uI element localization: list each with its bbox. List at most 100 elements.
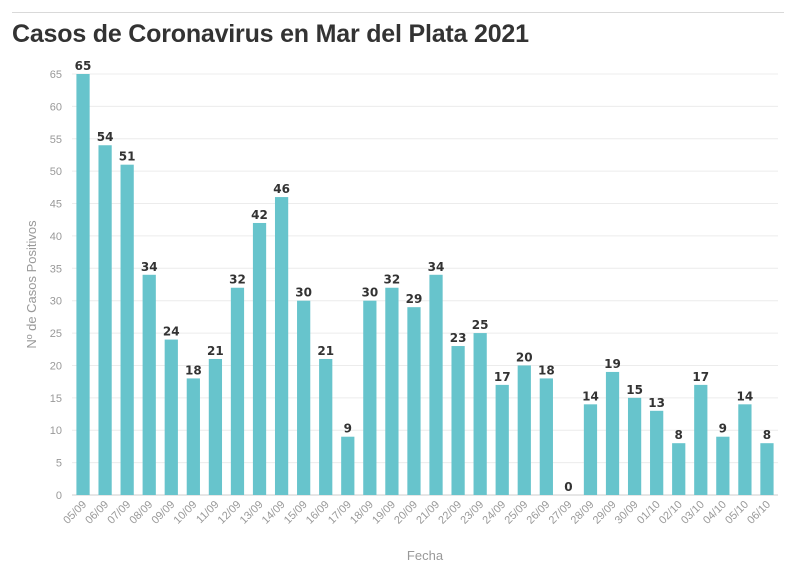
x-tick-label: 15/09	[282, 499, 310, 527]
bar-value-label: 46	[273, 182, 290, 196]
bar	[252, 222, 267, 495]
bar	[605, 371, 620, 495]
y-tick-label: 45	[50, 199, 62, 211]
x-tick-label: 26/09	[525, 499, 553, 527]
x-tick-label: 24/09	[480, 499, 508, 527]
x-tick-label: 21/09	[414, 499, 442, 527]
bar	[694, 384, 708, 495]
bar	[716, 436, 730, 495]
y-tick-label: 60	[50, 101, 62, 113]
bar-value-label: 15	[626, 383, 643, 397]
x-tick-label: 22/09	[436, 499, 464, 527]
bar-value-label: 34	[428, 260, 445, 274]
bar	[407, 307, 421, 495]
chart-title: Casos de Coronavirus en Mar del Plata 20…	[12, 20, 529, 48]
x-tick-label: 05/10	[723, 499, 751, 527]
x-tick-label: 10/09	[172, 499, 200, 527]
y-tick-label: 65	[50, 69, 62, 81]
top-divider	[12, 12, 784, 13]
bar	[98, 145, 112, 495]
bar-value-label: 8	[763, 428, 771, 442]
bar-value-label: 23	[450, 331, 467, 345]
x-tick-label: 28/09	[569, 499, 597, 527]
bar	[341, 436, 355, 495]
bar-value-label: 30	[295, 286, 312, 300]
bar	[120, 164, 134, 495]
x-tick-label: 05/09	[61, 499, 89, 527]
bar-value-label: 20	[516, 350, 533, 364]
x-tick-label: 03/10	[679, 499, 707, 527]
bar-value-label: 13	[648, 396, 665, 410]
x-tick-label: 18/09	[348, 499, 376, 527]
bar	[186, 378, 200, 495]
bar	[363, 300, 377, 495]
bar	[297, 300, 311, 495]
x-tick-label: 11/09	[194, 499, 221, 526]
y-axis-title: Nº de Casos Positivos	[24, 220, 39, 349]
bar	[429, 274, 443, 495]
x-tick-label: 29/09	[591, 499, 619, 527]
bar	[583, 404, 598, 495]
bar-value-label: 0	[564, 480, 572, 494]
y-tick-label: 0	[56, 490, 62, 502]
bar-value-label: 34	[141, 260, 158, 274]
x-axis-title: Fecha	[407, 548, 444, 563]
bar	[319, 358, 333, 495]
x-tick-label: 25/09	[502, 499, 530, 527]
bar	[672, 443, 686, 495]
x-tick-label: 12/09	[216, 499, 244, 527]
bar-value-label: 24	[163, 325, 180, 339]
bar-value-label: 25	[472, 318, 489, 332]
bar-value-label: 21	[207, 344, 224, 358]
x-tick-label: 19/09	[370, 499, 398, 527]
y-tick-label: 20	[50, 360, 62, 372]
y-tick-label: 50	[50, 166, 62, 178]
bar	[451, 346, 465, 495]
bar	[274, 197, 289, 496]
bar-value-label: 9	[719, 422, 727, 436]
bar	[738, 404, 752, 495]
bar-value-label: 65	[75, 59, 92, 73]
bar	[650, 410, 664, 495]
bar-value-label: 8	[675, 428, 683, 442]
x-tick-label: 02/10	[657, 499, 685, 527]
x-tick-label: 06/09	[83, 499, 111, 527]
x-tick-label: 23/09	[458, 499, 486, 527]
x-tick-label: 27/09	[547, 499, 575, 527]
y-tick-label: 10	[50, 425, 62, 437]
bar-value-label: 14	[737, 389, 754, 403]
y-tick-label: 25	[50, 328, 62, 340]
bar-value-label: 19	[604, 357, 621, 371]
bar-value-label: 32	[384, 273, 401, 287]
bar	[517, 365, 531, 495]
x-tick-label: 06/10	[745, 499, 773, 527]
x-tick-label: 07/09	[105, 499, 133, 527]
bar-value-label: 18	[185, 363, 202, 377]
bar-value-label: 21	[317, 344, 334, 358]
bar	[76, 74, 90, 495]
x-tick-label: 09/09	[149, 499, 177, 527]
x-tick-label: 01/10	[635, 499, 663, 527]
bar-value-label: 30	[361, 286, 378, 300]
bar	[495, 384, 509, 495]
bar-value-label: 9	[344, 422, 352, 436]
x-tick-label: 04/10	[701, 499, 729, 527]
y-tick-label: 5	[56, 458, 62, 470]
y-tick-label: 15	[50, 393, 62, 405]
bar-value-label: 17	[692, 370, 709, 384]
bar	[208, 358, 223, 495]
bar-value-label: 54	[97, 130, 114, 144]
bar	[627, 397, 642, 495]
y-tick-label: 55	[50, 134, 62, 146]
bar	[385, 287, 399, 495]
y-tick-label: 35	[50, 263, 62, 275]
x-tick-label: 14/09	[260, 499, 288, 527]
x-tick-label: 13/09	[238, 499, 266, 527]
bar-value-label: 17	[494, 370, 511, 384]
x-tick-label: 30/09	[613, 499, 641, 527]
bar-value-label: 42	[251, 208, 268, 222]
bar	[230, 287, 245, 495]
bar	[539, 378, 553, 495]
x-tick-label: 16/09	[304, 499, 332, 527]
